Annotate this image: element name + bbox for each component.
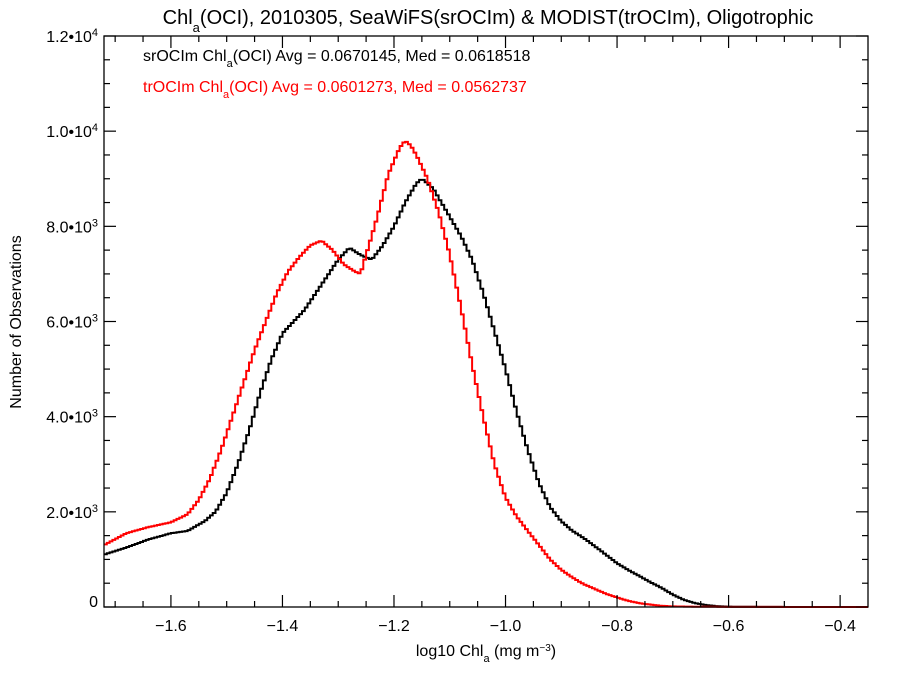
x-tick-label: −1.0 <box>490 618 522 635</box>
x-tick-label: −0.8 <box>601 618 633 635</box>
y-tick-label: 0 <box>89 594 98 611</box>
series-line-0 <box>104 178 868 608</box>
x-tick-label: −1.4 <box>267 618 299 635</box>
x-tick-label: −1.6 <box>155 618 187 635</box>
y-tick-label: 1.0•104 <box>46 122 98 141</box>
y-tick-label: 1.2•104 <box>46 27 98 46</box>
series-layer <box>104 140 868 608</box>
x-tick-label: −1.2 <box>378 618 410 635</box>
series-line-1 <box>104 140 868 608</box>
x-tick-label: −0.4 <box>824 618 856 635</box>
y-tick-label: 4.0•103 <box>46 408 98 427</box>
y-axis-label: Number of Observations <box>8 235 25 408</box>
chart-title: Chla(OCI), 2010305, SeaWiFS(srOCIm) & MO… <box>163 7 814 35</box>
y-tick-label: 6.0•103 <box>46 313 98 332</box>
y-tick-label: 8.0•103 <box>46 217 98 236</box>
x-axis-label: log10 Chla (mg m−3) <box>416 643 556 666</box>
ticks-layer: −1.6 −1.4 −1.2 −1.0 −0.8 −0.6 −0.4 0 2.0•103 4.0•… <box>46 27 868 635</box>
legend-entry-sr: srOCIm Chla(OCI) Avg = 0.0670145, Med = … <box>143 48 530 70</box>
plot-frame <box>103 35 869 608</box>
legend-entry-tr: trOCIm Chla(OCI) Avg = 0.0601273, Med = … <box>143 79 527 101</box>
y-tick-label: 2.0•103 <box>46 503 98 522</box>
x-tick-label: −0.6 <box>713 618 745 635</box>
